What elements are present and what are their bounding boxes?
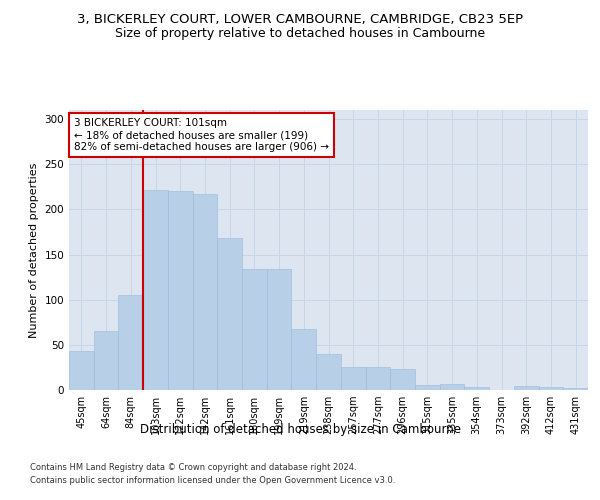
- Y-axis label: Number of detached properties: Number of detached properties: [29, 162, 39, 338]
- Bar: [242, 269, 267, 390]
- Bar: [69, 351, 94, 390]
- Bar: [168, 192, 193, 390]
- Bar: [440, 384, 464, 390]
- Bar: [193, 194, 217, 390]
- Text: Contains public sector information licensed under the Open Government Licence v3: Contains public sector information licen…: [30, 476, 395, 485]
- Bar: [539, 388, 563, 390]
- Bar: [464, 388, 489, 390]
- Text: 3, BICKERLEY COURT, LOWER CAMBOURNE, CAMBRIDGE, CB23 5EP: 3, BICKERLEY COURT, LOWER CAMBOURNE, CAM…: [77, 12, 523, 26]
- Bar: [563, 388, 588, 390]
- Bar: [292, 328, 316, 390]
- Text: Distribution of detached houses by size in Cambourne: Distribution of detached houses by size …: [139, 422, 461, 436]
- Text: 3 BICKERLEY COURT: 101sqm
← 18% of detached houses are smaller (199)
82% of semi: 3 BICKERLEY COURT: 101sqm ← 18% of detac…: [74, 118, 329, 152]
- Bar: [415, 384, 440, 390]
- Text: Contains HM Land Registry data © Crown copyright and database right 2024.: Contains HM Land Registry data © Crown c…: [30, 462, 356, 471]
- Bar: [341, 368, 365, 390]
- Bar: [267, 269, 292, 390]
- Bar: [118, 295, 143, 390]
- Bar: [94, 332, 118, 390]
- Bar: [390, 369, 415, 390]
- Text: Size of property relative to detached houses in Cambourne: Size of property relative to detached ho…: [115, 28, 485, 40]
- Bar: [217, 238, 242, 390]
- Bar: [316, 354, 341, 390]
- Bar: [365, 368, 390, 390]
- Bar: [143, 190, 168, 390]
- Bar: [514, 386, 539, 390]
